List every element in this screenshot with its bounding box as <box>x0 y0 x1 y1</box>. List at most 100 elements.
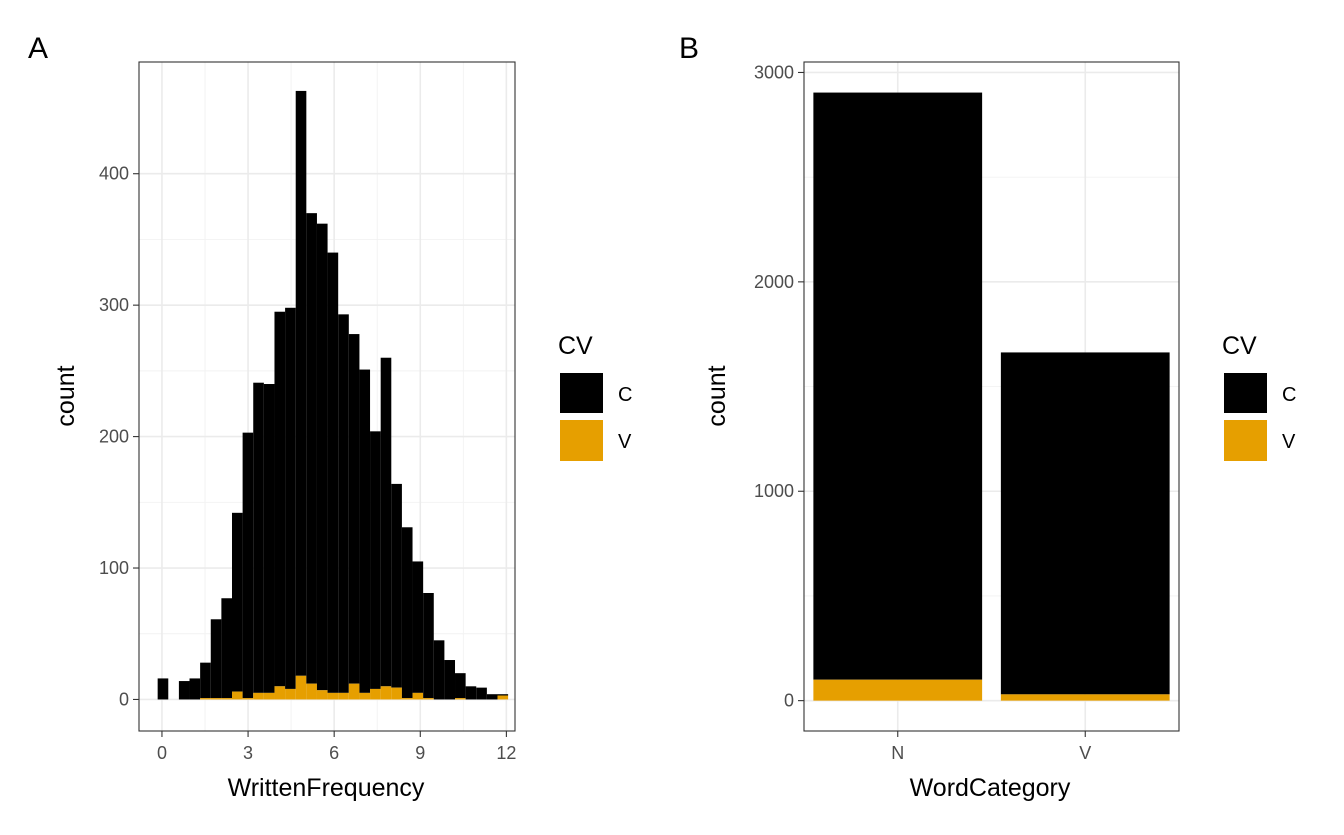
panel-b-bars <box>813 92 1170 701</box>
panel-a-bar-v <box>370 688 381 700</box>
panel-b-bar-v <box>1000 694 1170 701</box>
panel-a-bar-v <box>263 692 275 700</box>
panel-a-bar-v <box>285 688 296 700</box>
panel-a-bar-c <box>274 311 286 687</box>
panel-a-y-axis-title: count <box>52 365 80 426</box>
panel-a-bar-c <box>295 90 307 676</box>
panel-b-legend-swatch-c <box>1224 373 1267 413</box>
panel-a-bar-v <box>391 687 402 700</box>
panel-b-tag: B <box>679 32 699 65</box>
panel-b-x-axis-title: WordCategory <box>910 774 1071 802</box>
panel-a-legend-title: CV <box>558 332 593 360</box>
panel-a-bar-v <box>423 698 434 700</box>
panel-a-x-tick-label: 12 <box>496 743 516 763</box>
panel-a-x-tick-label: 0 <box>157 743 167 763</box>
panel-b-y-tick-label: 2000 <box>754 272 794 292</box>
panel-a-bar-c <box>380 357 392 687</box>
panel-a-x-tick-label: 9 <box>415 743 425 763</box>
panel-a-bar-c <box>221 598 232 699</box>
panel-a-bar-c <box>263 384 275 693</box>
panel-b-frame <box>803 61 1180 732</box>
panel-a-bar-c <box>210 619 222 699</box>
panel-a-bar-c <box>455 673 466 699</box>
panel-a-y-tick-label: 100 <box>99 558 129 578</box>
panel-a-bar-v <box>253 692 264 700</box>
panel-a-x-tick-label: 6 <box>329 743 339 763</box>
panel-b-y-tick-label: 0 <box>784 691 794 711</box>
panel-a-bar-c <box>476 687 487 700</box>
panel-a-bar-v <box>200 698 211 700</box>
panel-b-y-tick-label: 3000 <box>754 62 794 82</box>
panel-a-bar-c <box>157 678 169 700</box>
panel-a-bar-c <box>253 382 264 693</box>
panel-a-bar-c <box>189 678 201 700</box>
panel-b-y-tick-label: 1000 <box>754 481 794 501</box>
panel-b-legend-label-v: V <box>1282 431 1296 453</box>
panel-a-bar-c <box>412 561 424 693</box>
panel-b-legend-swatch-v <box>1224 420 1267 461</box>
panel-a-bar-c <box>285 307 296 689</box>
panel-b-legend: CV C V <box>1222 332 1296 461</box>
panel-a-bar-v <box>455 698 466 700</box>
panel-a-y-tick-label: 300 <box>99 295 129 315</box>
panel-a-bar-c <box>231 512 243 692</box>
panel-a-x-axis-title: WrittenFrequency <box>228 774 425 802</box>
panel-a-bar-v <box>497 695 509 700</box>
panel-a-legend-swatch-v <box>560 420 603 461</box>
panel-a-legend-label-v: V <box>618 431 632 453</box>
panel-a-y-ticks: 0 100 200 300 400 <box>99 164 139 709</box>
panel-a-bar-c <box>178 681 190 700</box>
panel-b-bar-c <box>813 92 983 680</box>
panel-a-bar-v <box>295 675 307 700</box>
panel-a-legend: CV C V <box>558 332 632 461</box>
panel-a-bar-c <box>423 592 434 699</box>
panel-a-bar-v <box>348 683 360 700</box>
panel-a-y-tick-label: 400 <box>99 164 129 184</box>
panel-a-bar-v <box>359 692 371 700</box>
panel-a-bar-c <box>401 527 413 699</box>
panel-a-bar-v <box>338 692 349 700</box>
panel-a-bar-c <box>486 694 498 700</box>
panel-a-x-tick-label: 3 <box>243 743 253 763</box>
panel-a-bar-c <box>316 223 328 691</box>
panel-a-bar-v <box>210 698 222 700</box>
panel-a-bars <box>157 90 509 700</box>
panel-a-bar-c <box>348 334 360 684</box>
panel-a-bar-v <box>221 698 232 700</box>
panel-b-x-tick-label: V <box>1079 743 1091 763</box>
panel-a-bar-c <box>497 694 509 696</box>
panel-b-legend-label-c: C <box>1282 384 1296 406</box>
panel-a-y-tick-label: 200 <box>99 427 129 447</box>
panel-a-bar-v <box>401 698 413 700</box>
panel-a-tag: A <box>28 32 48 65</box>
panel-a-bar-c <box>465 686 477 700</box>
panel-a-bar-v <box>242 698 254 700</box>
panel-b-y-ticks: 0 1000 2000 3000 <box>754 62 804 711</box>
panel-a-bar-c <box>306 213 317 684</box>
panel-a-bar-v <box>274 686 286 700</box>
panel-a-y-tick-label: 0 <box>119 689 129 709</box>
panel-b-legend-title: CV <box>1222 332 1257 360</box>
panel-a-bar-c <box>433 640 445 700</box>
panel-a-bar-v <box>316 690 328 700</box>
panel-a-bar-v <box>380 686 392 700</box>
panel-a-legend-swatch-c <box>560 373 603 413</box>
panel-a-bar-v <box>306 683 317 700</box>
panel-a-bar-c <box>391 483 402 688</box>
panel-a-bar-v <box>231 691 243 700</box>
panel-a-bar-c <box>327 252 339 693</box>
panel-b-bar-v <box>813 679 983 701</box>
panel-a-bar-c <box>370 431 381 689</box>
panel-a-bar-v <box>327 692 339 700</box>
panel-b-y-axis-title: count <box>703 365 731 426</box>
panel-a-bar-v <box>412 692 424 700</box>
panel-a-frame <box>138 61 516 732</box>
panel-a-legend-label-c: C <box>618 384 632 406</box>
panel-a-bar-c <box>359 369 371 693</box>
panel-b-bar-c <box>1000 352 1170 695</box>
panel-a-bar-c <box>444 660 456 700</box>
